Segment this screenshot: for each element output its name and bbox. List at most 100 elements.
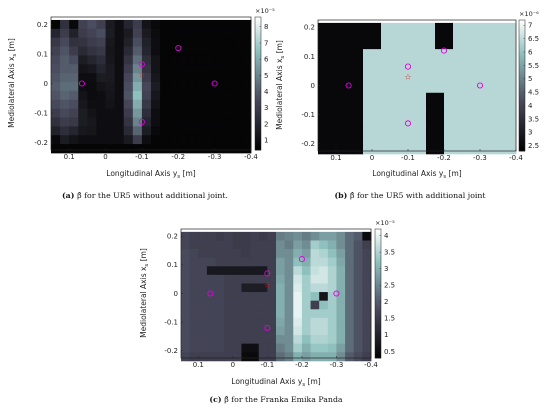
heatmap-cell xyxy=(444,75,454,85)
heatmap-cell xyxy=(399,22,409,33)
heatmap-cell xyxy=(258,335,268,345)
heatmap-cell xyxy=(78,82,88,92)
heatmap-cell xyxy=(241,231,251,241)
colorbar-swatch xyxy=(375,274,381,277)
heatmap-cell xyxy=(318,118,328,129)
heatmap-cell xyxy=(224,352,234,362)
heatmap-cell xyxy=(327,118,337,129)
colorbar-tick-label: 7 xyxy=(264,39,268,47)
heatmap-cell xyxy=(399,92,409,102)
heatmap-cell xyxy=(206,257,216,267)
heatmap-cell xyxy=(198,249,208,259)
heatmap-cell xyxy=(223,117,234,127)
heatmap-cell xyxy=(105,64,116,74)
heatmap-cell xyxy=(284,231,294,241)
heatmap-cell xyxy=(178,73,188,83)
colorbar-swatch xyxy=(255,50,261,53)
heatmap-cell xyxy=(214,82,225,92)
heatmap-cell xyxy=(498,31,508,41)
heatmap-cell xyxy=(381,110,391,120)
heatmap-cell xyxy=(336,274,346,284)
colorbar-tick-label: 3 xyxy=(528,129,532,137)
heatmap-cell xyxy=(87,117,97,127)
heatmap-cell xyxy=(301,326,311,336)
heatmap-cell xyxy=(399,75,409,85)
colorbar-swatch xyxy=(255,147,261,151)
heatmap-cell xyxy=(198,266,208,276)
heatmap-cell xyxy=(78,90,88,101)
heatmap-cell xyxy=(444,57,454,67)
heatmap-cell xyxy=(123,37,134,47)
heatmap-cell xyxy=(462,40,472,50)
heatmap-cell xyxy=(276,335,286,345)
heatmap-cell xyxy=(224,231,234,241)
heatmap-cell xyxy=(205,99,216,110)
colorbar-swatch xyxy=(375,235,381,238)
heatmap-cell xyxy=(489,66,499,76)
heatmap-cell xyxy=(327,57,337,67)
heatmap-cell xyxy=(507,92,517,102)
heatmap-cell xyxy=(435,22,445,33)
colorbar-swatch xyxy=(375,246,381,249)
heatmap-cell xyxy=(345,266,355,276)
heatmap-cell xyxy=(318,136,328,146)
heatmap-cell xyxy=(390,145,400,155)
heatmap-cell xyxy=(426,101,436,111)
heatmap-cell xyxy=(444,101,454,111)
heatmap-cell xyxy=(408,118,418,129)
heatmap-cell xyxy=(250,240,260,250)
heatmap-cell xyxy=(78,37,88,47)
heatmap-cell xyxy=(232,28,243,39)
heatmap-cell xyxy=(87,82,97,92)
caption: (b) β̂ for the UR5 with additional joint xyxy=(334,191,486,200)
heatmap-cell xyxy=(489,22,499,33)
heatmap-cell xyxy=(417,75,427,85)
heatmap-cell xyxy=(453,40,463,50)
heatmap-cell xyxy=(250,326,260,336)
heatmap-cell xyxy=(96,37,106,47)
heatmap-cell xyxy=(408,145,418,155)
heatmap-cell xyxy=(408,84,418,94)
heatmap-cell xyxy=(87,19,97,30)
colorbar-swatch xyxy=(255,21,261,25)
heatmap-cell xyxy=(435,57,445,67)
colorbar-swatch xyxy=(519,146,525,150)
colorbar-swatch xyxy=(255,61,261,64)
heatmap-cell xyxy=(60,46,70,56)
colorbar-swatch xyxy=(255,48,261,51)
heatmap-cell xyxy=(435,118,445,129)
heatmap-cell xyxy=(444,145,454,155)
heatmap-cell xyxy=(169,55,179,65)
heatmap-cell xyxy=(187,28,197,39)
heatmap-cell xyxy=(258,292,268,302)
heatmap-cell xyxy=(151,46,161,56)
heatmap-cell xyxy=(293,283,303,293)
heatmap-cell xyxy=(105,37,116,47)
colorbar-swatch xyxy=(519,68,525,71)
heatmap-cell xyxy=(267,257,277,267)
heatmap-cell xyxy=(232,317,242,327)
heatmap-cell xyxy=(224,266,234,276)
heatmap-cell xyxy=(69,108,79,118)
heatmap-cell xyxy=(206,335,216,345)
heatmap-cell xyxy=(196,82,206,92)
heatmap-cell xyxy=(381,22,391,33)
y-tick-label: 0.1 xyxy=(167,261,178,269)
heatmap-cell xyxy=(426,22,436,33)
x-tick-label: -0.4 xyxy=(244,153,258,161)
heatmap-cell xyxy=(507,101,517,111)
colorbar-swatch xyxy=(375,250,381,254)
heatmap-cell xyxy=(345,40,355,50)
colorbar-swatch xyxy=(375,282,381,286)
heatmap-cell xyxy=(132,117,143,127)
y-tick-label: 0 xyxy=(44,80,48,88)
heatmap-cell xyxy=(390,127,400,137)
colorbar-swatch xyxy=(519,124,525,128)
heatmap-cell xyxy=(232,326,242,336)
colorbar-swatch xyxy=(375,252,381,256)
heatmap-cell xyxy=(301,352,311,362)
heatmap-cell xyxy=(181,274,191,284)
heatmap-cell xyxy=(189,240,199,250)
heatmap-cell xyxy=(301,300,311,310)
heatmap-cell xyxy=(114,135,125,145)
